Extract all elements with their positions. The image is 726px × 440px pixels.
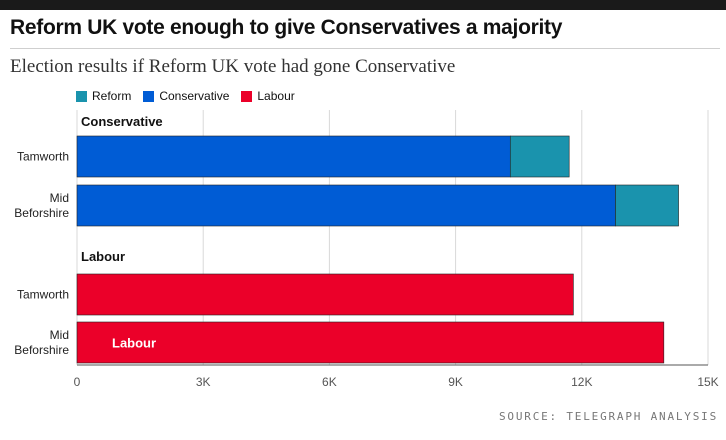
category-label: Mid [50, 328, 69, 342]
legend-item-conservative: Conservative [143, 89, 229, 103]
bar-segment [76, 135, 511, 178]
legend-swatch-reform [76, 90, 87, 102]
x-tick-label: 0 [74, 375, 81, 389]
category-label: Tamworth [17, 288, 69, 302]
top-rule [0, 0, 726, 10]
x-tick-label: 15K [697, 375, 718, 389]
legend-item-reform: Reform [76, 89, 131, 103]
x-tick-label: 3K [196, 375, 211, 389]
legend-swatch-conservative [143, 90, 155, 102]
category-label: Mid [50, 191, 69, 205]
title-divider [10, 48, 720, 49]
source-note: SOURCE: TELEGRAPH ANALYSIS [499, 410, 718, 423]
bar-segment [76, 273, 574, 316]
chart-subtitle: Election results if Reform UK vote had g… [10, 56, 456, 77]
legend: Reform Conservative Labour [76, 89, 295, 103]
bar-chart: 0 3K 6K 9K 12K 15KConservativeTamworthMidBefo… [14, 110, 719, 389]
bar-segment [76, 184, 616, 227]
bar-segment [509, 135, 570, 178]
bar-segment [76, 321, 665, 364]
x-tick-label: 9K [448, 375, 463, 389]
group-label: Conservative [81, 114, 163, 129]
legend-label-conservative: Conservative [159, 89, 230, 103]
x-tick-label: 6K [322, 375, 337, 389]
legend-item-labour: Labour [241, 89, 295, 103]
x-tick-label: 12K [571, 375, 592, 389]
category-label: Beforshire [14, 343, 69, 357]
chart-title: Reform UK vote enough to give Conservati… [10, 16, 563, 39]
bar-inner-label: Labour [112, 336, 156, 351]
legend-swatch-labour [241, 90, 253, 102]
legend-label-labour: Labour [257, 89, 295, 103]
legend-label-reform: Reform [92, 89, 132, 103]
bar-segment [615, 184, 679, 227]
category-label: Tamworth [17, 150, 69, 164]
category-label: Beforshire [14, 206, 69, 220]
group-label: Labour [81, 249, 125, 264]
